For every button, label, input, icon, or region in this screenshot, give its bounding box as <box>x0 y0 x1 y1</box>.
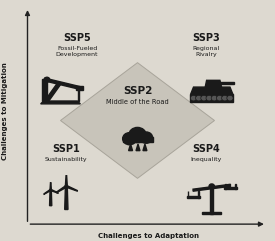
Polygon shape <box>50 183 51 190</box>
Polygon shape <box>60 63 215 178</box>
Polygon shape <box>44 189 51 194</box>
Text: Fossil-Fueled
Development: Fossil-Fueled Development <box>56 46 98 57</box>
Polygon shape <box>56 186 67 193</box>
Circle shape <box>196 95 202 101</box>
Text: Sustainability: Sustainability <box>45 157 87 162</box>
Text: SSP3: SSP3 <box>192 33 220 43</box>
Circle shape <box>227 95 233 101</box>
Polygon shape <box>65 186 68 209</box>
Circle shape <box>123 133 136 145</box>
Circle shape <box>222 95 228 101</box>
Circle shape <box>44 77 50 82</box>
Text: SSP4: SSP4 <box>192 144 220 154</box>
Bar <box>210 186 213 214</box>
Bar <box>214 82 234 84</box>
Polygon shape <box>143 144 147 151</box>
Polygon shape <box>129 144 133 151</box>
Bar <box>78 90 79 101</box>
Circle shape <box>190 95 197 101</box>
Polygon shape <box>191 87 233 94</box>
Polygon shape <box>65 176 67 186</box>
Polygon shape <box>123 137 153 142</box>
Text: Challenges to Mitigation: Challenges to Mitigation <box>2 62 9 160</box>
Circle shape <box>50 189 51 191</box>
Circle shape <box>211 95 218 101</box>
Text: Middle of the Road: Middle of the Road <box>106 99 169 105</box>
Bar <box>235 184 236 189</box>
Polygon shape <box>45 78 80 90</box>
Polygon shape <box>205 80 222 87</box>
Text: SSP5: SSP5 <box>63 33 91 43</box>
Bar <box>202 212 221 214</box>
Bar <box>42 80 47 101</box>
Text: Inequality: Inequality <box>191 157 222 162</box>
Text: Regional
Rivalry: Regional Rivalry <box>193 46 220 57</box>
Polygon shape <box>193 184 230 191</box>
Bar <box>198 191 199 198</box>
Circle shape <box>216 95 223 101</box>
Circle shape <box>201 95 207 101</box>
Text: Challenges to Adaptation: Challenges to Adaptation <box>98 233 199 239</box>
Text: SSP1: SSP1 <box>52 144 80 154</box>
Circle shape <box>206 95 212 101</box>
Polygon shape <box>50 189 58 193</box>
Polygon shape <box>186 196 200 198</box>
Circle shape <box>129 127 146 143</box>
Polygon shape <box>76 86 83 90</box>
Polygon shape <box>50 190 52 206</box>
Bar <box>225 184 226 189</box>
Circle shape <box>65 185 68 187</box>
Polygon shape <box>45 83 62 101</box>
Polygon shape <box>224 187 237 189</box>
Circle shape <box>140 132 153 143</box>
Text: SSP2: SSP2 <box>123 87 152 96</box>
Polygon shape <box>190 94 233 102</box>
Polygon shape <box>136 144 140 151</box>
Circle shape <box>209 184 214 189</box>
Polygon shape <box>66 186 78 191</box>
Polygon shape <box>41 101 80 104</box>
